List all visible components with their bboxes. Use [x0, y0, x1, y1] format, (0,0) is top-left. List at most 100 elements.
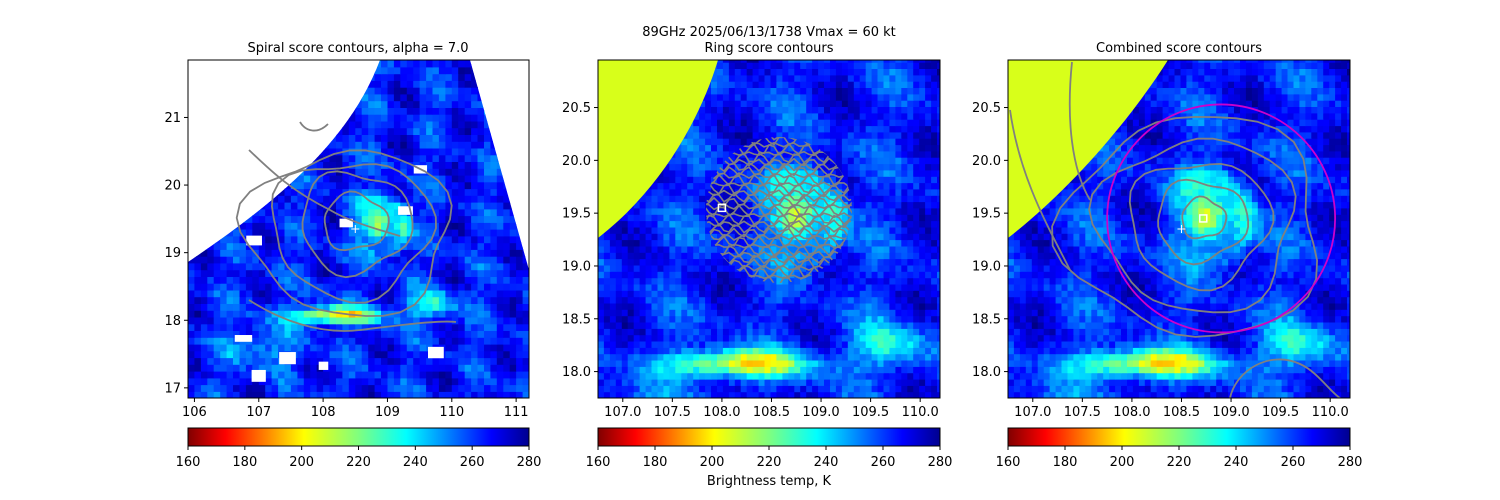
- x-tick-label: 110: [439, 405, 464, 420]
- x-tick-label: 107.5: [654, 405, 691, 420]
- colorbar-label: Brightness temp, K: [707, 474, 832, 489]
- colorbar-tick-label: 260: [460, 455, 485, 470]
- combined-contour: [1009, 109, 1071, 271]
- y-tick-label: 19.0: [562, 259, 591, 274]
- missing-data: [318, 361, 329, 370]
- axes-frame: [597, 59, 941, 399]
- panel-ring: Ring score contours 107.0 107.5 108.0 108.5…: [562, 41, 952, 489]
- missing-data: [398, 206, 413, 215]
- y-tick-label: 18.5: [972, 312, 1001, 327]
- colorbar-tick-label: 220: [346, 455, 371, 470]
- colorbar-tick-label: 280: [1338, 455, 1363, 470]
- colorbar-tick-label: 160: [586, 455, 611, 470]
- brightness-temp-swath: [188, 60, 529, 398]
- colorbar-tick-label: 260: [1281, 455, 1306, 470]
- ring-contour: [706, 171, 852, 180]
- y-tick-label: 17: [164, 381, 181, 396]
- colorbar-tick-label: 240: [1224, 455, 1249, 470]
- colorbar-tick-label: 180: [643, 455, 668, 470]
- y-tick-label: 18.0: [562, 365, 591, 380]
- plot-area: [188, 60, 529, 398]
- colorbar: [1007, 427, 1351, 447]
- combined-contour: [1157, 178, 1249, 266]
- x-tick-label: 107.0: [1014, 405, 1051, 420]
- ring-contour: [706, 243, 852, 257]
- colorbar-tick-label: 280: [928, 455, 953, 470]
- x-tick-label: 109.0: [802, 405, 839, 420]
- panel-title: Combined score contours: [1096, 41, 1262, 56]
- ring-center-marker: [717, 203, 727, 213]
- y-tick-label: 18.0: [972, 365, 1001, 380]
- axes-frame: [1007, 59, 1351, 399]
- colorbar-tick-label: 240: [403, 455, 428, 470]
- ring-contour: [706, 192, 852, 203]
- y-tick-label: 20.0: [972, 154, 1001, 169]
- combined-contour: [1181, 195, 1228, 240]
- spiral-contour: [323, 190, 390, 252]
- spiral-contour: [235, 149, 453, 317]
- y-tick-label: 20: [164, 179, 181, 194]
- plot-area: [1008, 60, 1350, 398]
- colorbar-tick-label: 220: [1167, 455, 1192, 470]
- missing-data: [339, 218, 353, 228]
- y-tick-label: 20.5: [972, 101, 1001, 116]
- missing-data: [246, 235, 262, 246]
- colorbar-tick-label: 240: [814, 455, 839, 470]
- colorbar-tick-label: 260: [871, 455, 896, 470]
- ring-contour: [706, 219, 852, 229]
- colorbar-ticks: 160 180 200 220 240 260 280: [586, 446, 953, 470]
- x-tick-label: 109.5: [852, 405, 889, 420]
- colorbar-tick-label: 200: [1110, 455, 1135, 470]
- missing-data: [251, 369, 266, 382]
- ring-contour: [706, 234, 852, 249]
- colorbar: [597, 427, 941, 447]
- axes-ticks: 107.0 107.5 108.0 108.5 109.0 109.5 110.0 18.0 1…: [562, 101, 939, 420]
- missing-data: [428, 346, 444, 359]
- x-tick-label: 109.0: [1212, 405, 1249, 420]
- land-mask: [598, 60, 718, 238]
- combined-contour: [1088, 137, 1297, 314]
- colorbar-tick-label: 220: [757, 455, 782, 470]
- search-circle: [1106, 103, 1337, 334]
- spiral-contour: [270, 163, 437, 304]
- spiral-contour: [301, 170, 414, 279]
- panel-spiral: Spiral score contours, alpha = 7.0 106 10…: [164, 41, 541, 470]
- y-tick-label: 18: [164, 314, 181, 329]
- colorbar-tick-label: 160: [176, 455, 201, 470]
- x-tick-label: 110.0: [902, 405, 939, 420]
- spiral-contour: [248, 299, 457, 332]
- land-mask: [1008, 60, 1168, 238]
- x-tick-label: 109: [375, 405, 400, 420]
- x-tick-label: 108.0: [1113, 405, 1150, 420]
- ring-contour: [706, 187, 852, 198]
- colorbar-tick-label: 180: [1053, 455, 1078, 470]
- y-tick-label: 18.5: [562, 312, 591, 327]
- missing-data: [279, 352, 296, 365]
- colorbar-ticks: 160 180 200 220 240 260 280: [996, 446, 1363, 470]
- ring-contour: [706, 222, 852, 235]
- x-tick-label: 107.5: [1064, 405, 1101, 420]
- panel-title: Spiral score contours, alpha = 7.0: [247, 41, 468, 56]
- x-tick-label: 107.0: [604, 405, 641, 420]
- x-tick-label: 111: [504, 405, 529, 420]
- y-tick-label: 21: [164, 111, 181, 126]
- y-tick-label: 20.0: [562, 154, 591, 169]
- missing-data: [234, 335, 253, 342]
- ring-contour: [706, 161, 852, 173]
- first-guess-marker: [1177, 225, 1186, 233]
- x-tick-label: 110.0: [1312, 405, 1349, 420]
- x-tick-label: 108.5: [753, 405, 790, 420]
- y-tick-label: 19.0: [972, 259, 1001, 274]
- colorbar-tick-label: 200: [289, 455, 314, 470]
- x-tick-label: 107: [246, 405, 271, 420]
- x-tick-label: 108.5: [1163, 405, 1200, 420]
- x-tick-label: 108: [311, 405, 336, 420]
- combined-contour: [1229, 358, 1341, 398]
- y-tick-label: 20.5: [562, 101, 591, 116]
- ring-contour: [706, 181, 852, 188]
- combined-contour: [1068, 61, 1091, 201]
- first-guess-marker: [351, 225, 360, 233]
- ring-contour: [706, 181, 852, 196]
- x-tick-label: 108.0: [703, 405, 740, 420]
